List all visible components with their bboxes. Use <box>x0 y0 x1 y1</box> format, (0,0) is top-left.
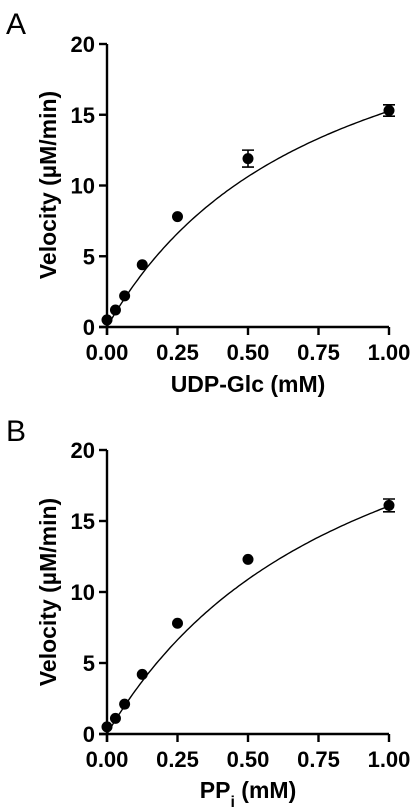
y-axis-label: Velocity (µM/min) <box>35 91 61 279</box>
panel-b: B 0 5 10 15 20 0.00 0.25 0.50 0.75 1.00 PPi (mM)… <box>6 415 410 807</box>
data-point <box>172 617 183 629</box>
data-point <box>109 304 121 316</box>
y-tick-label: 20 <box>71 32 95 57</box>
x-tick-label: 0.50 <box>227 340 270 365</box>
y-axis-label: Velocity (µM/min) <box>35 498 61 686</box>
y-tick-label: 0 <box>83 315 95 340</box>
x-axis-ticks: 0.00 0.25 0.50 0.75 1.00 <box>86 734 411 772</box>
error-bars <box>242 104 395 168</box>
x-tick-label: 0.75 <box>297 747 340 772</box>
axes <box>99 450 389 742</box>
y-axis-ticks: 0 5 10 15 20 <box>71 438 107 747</box>
y-tick-label: 10 <box>71 174 95 199</box>
y-tick-label: 15 <box>71 103 95 128</box>
data-point <box>109 712 121 724</box>
data-point <box>136 668 148 680</box>
x-tick-label: 0.00 <box>86 747 129 772</box>
data-points <box>101 105 395 326</box>
x-tick-label: 0.00 <box>86 340 129 365</box>
data-point <box>242 153 254 165</box>
y-tick-label: 20 <box>71 438 95 463</box>
panel-letter: B <box>6 415 26 448</box>
x-tick-label: 0.50 <box>227 747 270 772</box>
data-point <box>172 211 183 223</box>
x-tick-label: 1.00 <box>368 747 411 772</box>
x-tick-label: 1.00 <box>368 340 411 365</box>
data-points <box>101 499 395 733</box>
data-point <box>383 499 395 511</box>
x-axis-label-unit: (mM) <box>235 777 296 803</box>
x-axis-label: PPi (mM) <box>200 777 296 807</box>
x-axis-label-subscript: i <box>230 794 234 807</box>
y-axis-ticks: 0 5 10 15 20 <box>71 32 107 340</box>
x-tick-label: 0.25 <box>156 747 199 772</box>
fit-curve <box>106 505 390 735</box>
panel-letter: A <box>6 8 26 41</box>
y-tick-label: 10 <box>71 580 95 605</box>
data-point <box>119 290 131 302</box>
x-axis-label-main: PP <box>200 777 231 803</box>
data-point <box>383 105 395 117</box>
y-tick-label: 15 <box>71 509 95 534</box>
y-tick-label: 5 <box>83 651 95 676</box>
axes <box>99 44 389 335</box>
data-point <box>136 259 148 271</box>
fit-curve <box>106 110 390 328</box>
y-tick-label: 0 <box>83 722 95 747</box>
x-tick-label: 0.25 <box>156 340 199 365</box>
data-point <box>119 698 131 710</box>
x-axis-ticks: 0.00 0.25 0.50 0.75 1.00 <box>86 327 411 365</box>
x-axis-label: UDP-Glc (mM) <box>171 371 326 397</box>
panel-a: A 0 5 10 15 20 0.00 0.25 0.50 0.75 1.00 UDP-Glc … <box>6 8 410 397</box>
x-tick-label: 0.75 <box>297 340 340 365</box>
y-tick-label: 5 <box>83 244 95 269</box>
data-point <box>242 553 254 565</box>
